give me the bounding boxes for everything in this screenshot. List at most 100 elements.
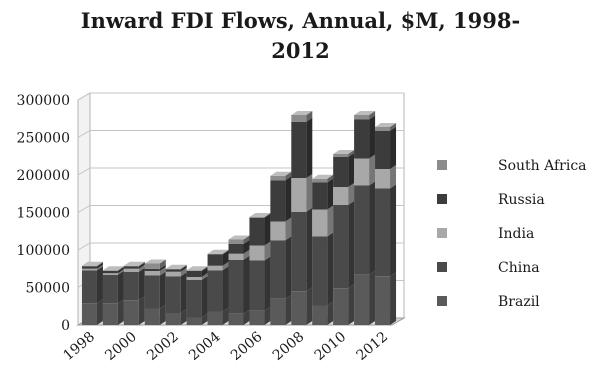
bar-segment-side [201, 273, 208, 280]
bar-segment-russia [270, 180, 286, 222]
bar-segment-side [369, 154, 376, 186]
bar-segment-china [375, 188, 391, 277]
bar-segment-south-africa [375, 127, 391, 131]
x-tick-label: 2002 [144, 329, 182, 364]
legend-item-china: China [437, 260, 540, 276]
bar-top [375, 123, 397, 127]
bar-segment-brazil [249, 310, 265, 325]
bar-segment-side [222, 261, 229, 271]
bar-segment-side [180, 265, 187, 272]
bar-segment-side [138, 262, 145, 269]
bar-segment-south-africa [228, 239, 244, 244]
bar-segment-india [144, 271, 160, 276]
legend: South Africa Russia India China Brazil [437, 158, 587, 310]
bar-segment-russia [186, 271, 202, 277]
bar-segment-side [180, 309, 187, 325]
bar-stack-2011 [354, 111, 376, 325]
bar-segment-side [390, 184, 397, 277]
legend-item-south-africa: South Africa [437, 158, 587, 174]
bar-segment-south-africa [102, 270, 118, 271]
bar-segment-side [138, 264, 145, 272]
legend-label: South Africa [498, 158, 587, 174]
bar-segment-brazil [291, 291, 307, 325]
bar-segment-side [96, 266, 103, 304]
y-tick-label: 300000 [17, 93, 70, 109]
bar-segment-india [375, 169, 391, 189]
bar-segment-russia [144, 268, 160, 271]
legend-swatch [437, 228, 447, 238]
bar-segment-side [159, 267, 166, 276]
bar-segment-side [285, 236, 292, 299]
bar-segment-south-africa [270, 175, 286, 181]
bar-segment-side [327, 178, 334, 210]
bar-segment-china [81, 270, 97, 304]
bar-segment-side [390, 272, 397, 325]
bar-stack-2002 [165, 264, 187, 325]
bar-segment-side [117, 266, 124, 271]
y-tick-label: 100000 [17, 243, 70, 259]
bar-segment-side [306, 111, 313, 122]
bar-segment-india [165, 271, 181, 277]
legend-item-russia: Russia [437, 192, 545, 208]
bar-segment-south-africa [207, 253, 223, 255]
legend-item-brazil: Brazil [437, 294, 540, 310]
bar-segment-brazil [354, 274, 370, 325]
y-axis: 0 50000 100000 150000 200000 250000 300000 [17, 93, 70, 334]
x-tick-label: 2006 [228, 329, 266, 364]
bar-segment-brazil [312, 305, 328, 325]
bar-top [270, 171, 292, 176]
bar-segment-side [117, 299, 124, 325]
bar-segment-russia [207, 254, 223, 266]
bar-segment-side [369, 111, 376, 120]
bar-stack-2000 [123, 261, 145, 325]
bar-segment-side [117, 269, 124, 275]
bar-segment-side [264, 213, 271, 218]
bar-segment-india [291, 178, 307, 212]
bar-segment-south-africa [81, 265, 97, 267]
bar-segment-brazil [123, 300, 139, 325]
bar-top [291, 111, 313, 115]
bar-top [144, 259, 166, 264]
bar-segment-side [243, 240, 250, 254]
bar-segment-side [201, 313, 208, 325]
bar-stack-2001 [144, 259, 166, 325]
legend-label: Brazil [498, 294, 540, 310]
bar-segment-side [222, 307, 229, 325]
bar-segment-side [348, 284, 355, 325]
bar-segment-china [144, 275, 160, 309]
bar-segment-side [369, 115, 376, 159]
bar-segment-south-africa [249, 217, 265, 218]
bar-segment-side [264, 213, 271, 246]
bar-segment-india [81, 268, 97, 271]
bar-segment-side [96, 299, 103, 325]
bar-segment-south-africa [123, 265, 139, 267]
x-axis: 1998 2000 2002 2004 2006 2008 2010 2012 [60, 329, 391, 364]
bar-segment-india [354, 158, 370, 186]
bar-segment-china [186, 280, 202, 318]
chart-title-line-2: 2012 [271, 38, 330, 63]
bar-segment-side [222, 249, 229, 255]
bar-segment-side [117, 267, 124, 274]
bar-segment-south-africa [333, 154, 349, 157]
bar-stack-2009 [312, 174, 334, 325]
bar-segment-side [180, 272, 187, 313]
bar-segment-side [327, 174, 334, 183]
y-tick-label: 150000 [17, 206, 70, 222]
bar-segment-side [285, 217, 292, 241]
bar-top [123, 261, 145, 266]
legend-item-india: India [437, 226, 534, 242]
bar-segment-side [222, 250, 229, 266]
bar-segment-south-africa [165, 268, 181, 270]
bar-segment-china [207, 270, 223, 312]
bar-segment-russia [312, 182, 328, 210]
bar-stack-2007 [270, 171, 292, 325]
x-tick-label: 2008 [270, 329, 308, 364]
bar-segment-russia [354, 119, 370, 159]
bar-segment-side [138, 267, 145, 301]
bar-segment-side [285, 176, 292, 222]
bar-top [228, 235, 250, 240]
bar-segment-india [228, 253, 244, 260]
legend-swatch [437, 194, 447, 204]
bar-segment-side [243, 249, 250, 260]
legend-swatch [437, 262, 447, 272]
